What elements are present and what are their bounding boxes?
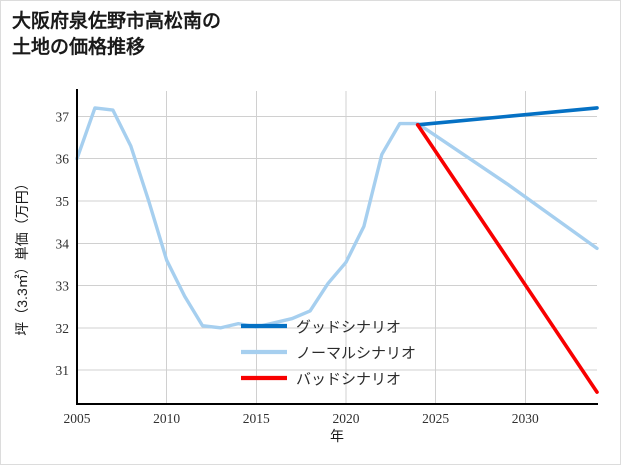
series-line-good (415, 106, 599, 127)
x-tick-label-2010: 2010 (153, 411, 180, 426)
x-tick-label-2005: 2005 (64, 411, 91, 426)
y-axis-title: 坪（3.3㎡）単価（万円） (14, 176, 30, 335)
y-tick-label-31: 31 (56, 363, 70, 378)
y-tick-label-33: 33 (56, 279, 70, 294)
axis-lines (75, 89, 598, 406)
x-axis-title: 年 (330, 428, 344, 444)
y-tick-label-32: 32 (56, 321, 70, 336)
y-tick-label-35: 35 (56, 194, 70, 209)
axis-tick-labels: 31 32 33 34 35 36 37 2005 2010 2015 2020 2025 2030 (56, 109, 540, 426)
y-tick-label-36: 36 (56, 152, 70, 167)
legend-label-1[interactable]: ノーマルシナリオ (296, 346, 416, 362)
y-tick-label-34: 34 (56, 236, 70, 251)
legend-label-0[interactable]: グッドシナリオ (296, 319, 401, 336)
x-tick-label-2020: 2020 (332, 411, 359, 426)
legend-label-2[interactable]: バッドシナリオ (296, 372, 401, 388)
series-line-normal (75, 106, 599, 330)
chart-title: 大阪府泉佐野市高松南の 土地の価格推移 (12, 11, 222, 59)
x-tick-label-2025: 2025 (422, 411, 449, 426)
series-line-bad (415, 123, 599, 394)
x-tick-label-2015: 2015 (243, 411, 270, 426)
x-tick-label-2030: 2030 (512, 411, 539, 426)
y-tick-label-37: 37 (56, 109, 70, 124)
